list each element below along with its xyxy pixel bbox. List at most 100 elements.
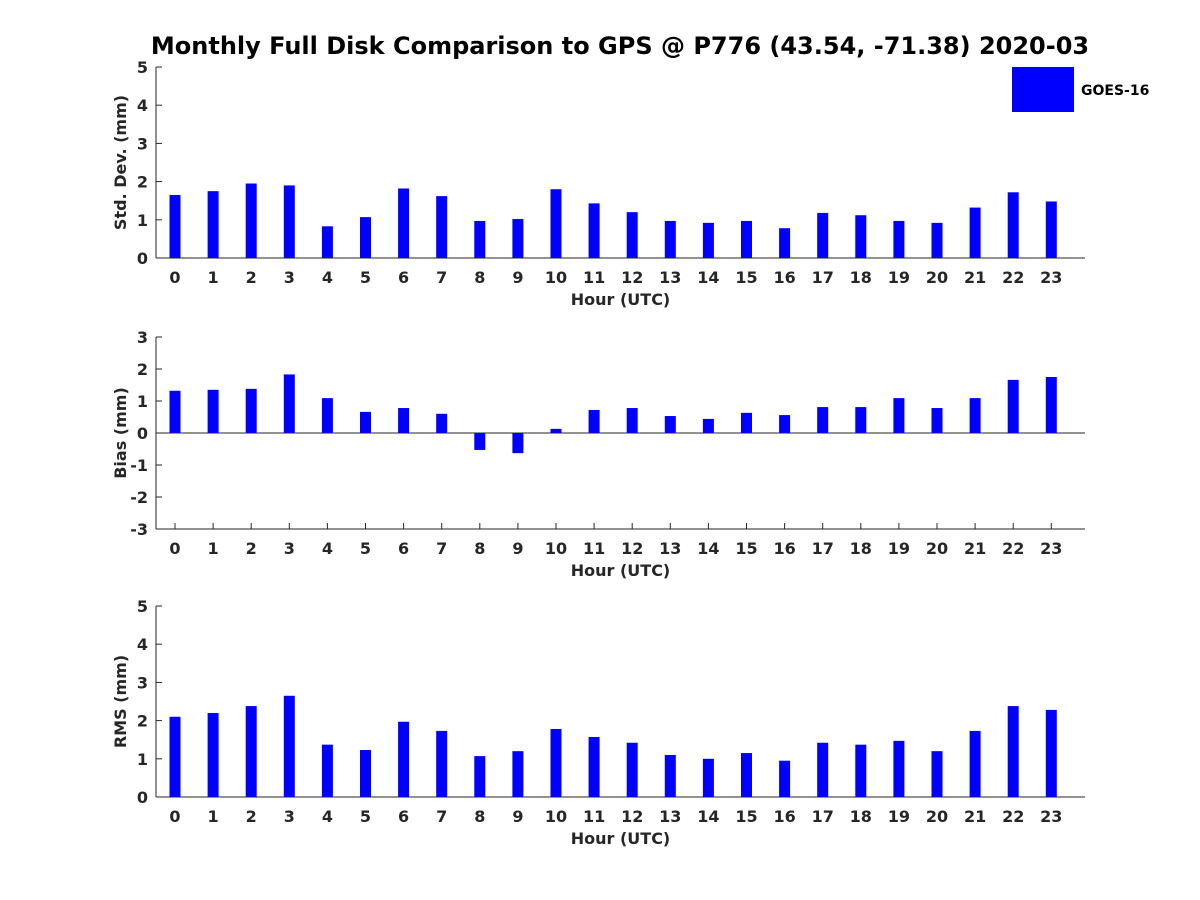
bias-x-tick-label: 8 <box>474 539 485 558</box>
std-dev-bar <box>169 194 181 258</box>
rms-bar <box>855 744 867 797</box>
std-dev-y-axis-label: Std. Dev. (mm) <box>111 95 130 230</box>
rms-bar <box>321 744 333 797</box>
std-dev-x-axis-label: Hour (UTC) <box>571 290 671 309</box>
legend: GOES-16 <box>1012 67 1149 112</box>
std-dev-bar <box>436 196 448 258</box>
bias-bar <box>779 415 791 433</box>
bias-x-tick-label: 21 <box>964 539 986 558</box>
std-dev-bar <box>512 219 524 258</box>
rms-y-tick-label: 3 <box>137 673 148 692</box>
rms-bar <box>664 754 676 797</box>
bias-x-tick-label: 11 <box>583 539 605 558</box>
std-dev-bar <box>588 203 600 258</box>
bias-bar <box>817 407 829 433</box>
rms-x-tick-label: 9 <box>512 807 523 826</box>
bias-bar <box>1007 379 1019 433</box>
rms-y-tick-label: 0 <box>137 788 148 807</box>
bias-x-tick-label: 12 <box>621 539 643 558</box>
rms-x-tick-label: 18 <box>850 807 872 826</box>
bias-x-tick-label: 20 <box>926 539 948 558</box>
rms-x-tick-label: 20 <box>926 807 948 826</box>
bias-bar <box>436 413 448 433</box>
rms-x-tick-label: 11 <box>583 807 605 826</box>
bias-x-tick-label: 7 <box>436 539 447 558</box>
bias-bar <box>360 411 371 433</box>
bias-x-tick-label: 5 <box>360 539 371 558</box>
bias-y-tick-label: 2 <box>137 360 148 379</box>
rms-bar <box>207 712 219 797</box>
bias-bar <box>169 390 181 433</box>
rms-x-tick-label: 12 <box>621 807 643 826</box>
std-dev-bar <box>1045 201 1057 258</box>
std-dev-bar <box>817 212 829 258</box>
std-dev-x-tick-label: 2 <box>246 268 257 287</box>
rms-x-tick-label: 23 <box>1040 807 1062 826</box>
std-dev-x-tick-label: 5 <box>360 268 371 287</box>
bias-bar <box>1045 377 1057 433</box>
std-dev-bar <box>664 220 676 258</box>
rms-x-tick-label: 22 <box>1002 807 1024 826</box>
bias-bar <box>741 412 752 433</box>
bias-x-tick-label: 18 <box>850 539 872 558</box>
bias-y-tick-label: -3 <box>130 520 148 539</box>
rms-x-tick-label: 3 <box>284 807 295 826</box>
rms-bar <box>398 721 410 797</box>
bias-y-tick-label: -2 <box>130 488 148 507</box>
rms-bar <box>702 758 714 797</box>
rms-x-tick-label: 14 <box>697 807 719 826</box>
bias-bar <box>702 418 714 433</box>
std-dev-x-tick-label: 0 <box>169 268 180 287</box>
std-dev-x-tick-label: 7 <box>436 268 447 287</box>
rms-x-tick-label: 19 <box>888 807 910 826</box>
bias-x-tick-label: 4 <box>322 539 333 558</box>
bias-bar <box>855 407 867 433</box>
rms-bar <box>283 695 295 797</box>
bias-y-tick-label: 1 <box>137 392 148 411</box>
rms-y-tick-label: 4 <box>137 635 148 654</box>
std-dev-y-tick-label: 0 <box>137 249 148 268</box>
std-dev-x-tick-label: 11 <box>583 268 605 287</box>
std-dev-bar <box>360 217 371 258</box>
rms-bar <box>550 729 562 797</box>
std-dev-x-tick-label: 1 <box>208 268 219 287</box>
rms-y-tick-label: 1 <box>137 750 148 769</box>
rms-bar <box>931 751 943 797</box>
std-dev-bar <box>245 183 257 258</box>
bias-bar <box>512 433 524 454</box>
std-dev-x-tick-label: 23 <box>1040 268 1062 287</box>
bias-bar <box>550 428 562 433</box>
std-dev-y-tick-label: 3 <box>137 134 148 153</box>
std-dev-bar <box>931 222 943 258</box>
rms-bar <box>626 742 638 797</box>
rms-x-tick-label: 16 <box>773 807 795 826</box>
std-dev-x-tick-label: 6 <box>398 268 409 287</box>
bias-x-tick-label: 1 <box>208 539 219 558</box>
bias-bar <box>626 408 638 433</box>
bias-y-tick-label: -1 <box>130 456 148 475</box>
bias-bar <box>664 416 676 433</box>
bias-x-tick-label: 9 <box>512 539 523 558</box>
rms-bar <box>512 751 524 797</box>
std-dev-bar <box>969 207 981 258</box>
rms-x-tick-label: 13 <box>659 807 681 826</box>
bias-x-tick-label: 0 <box>169 539 180 558</box>
std-dev-bar <box>398 188 410 258</box>
rms-x-tick-label: 8 <box>474 807 485 826</box>
bias-x-tick-label: 16 <box>773 539 795 558</box>
rms-bar <box>817 742 829 797</box>
rms-y-tick-label: 5 <box>137 597 148 616</box>
rms-bar <box>893 740 905 797</box>
bias-bar <box>245 388 257 433</box>
bias-x-axis-label: Hour (UTC) <box>571 561 671 580</box>
rms-x-tick-label: 21 <box>964 807 986 826</box>
rms-x-tick-label: 4 <box>322 807 333 826</box>
std-dev-x-tick-label: 10 <box>545 268 567 287</box>
std-dev-bar <box>207 191 219 258</box>
bias-bar <box>207 389 219 433</box>
std-dev-x-tick-label: 16 <box>773 268 795 287</box>
std-dev-x-tick-label: 19 <box>888 268 910 287</box>
std-dev-x-tick-label: 22 <box>1002 268 1024 287</box>
